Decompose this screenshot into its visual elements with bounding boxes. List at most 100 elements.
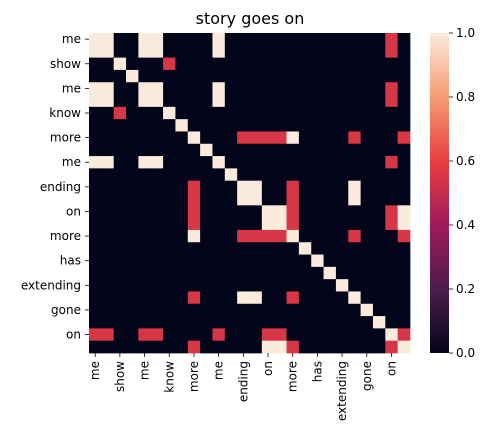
heatmap-cell [113, 33, 127, 46]
heatmap-cell [385, 340, 399, 354]
heatmap-cell [237, 143, 250, 157]
heatmap-cell [175, 316, 189, 329]
colorbar-tick-label: 0.4 [456, 218, 475, 232]
x-tick-label: has [310, 361, 324, 382]
heatmap-cell [298, 69, 312, 83]
heatmap-cell [311, 291, 324, 305]
heatmap-cell [224, 279, 238, 292]
heatmap-cell [150, 328, 164, 342]
heatmap-cell [89, 180, 102, 194]
heatmap-cell [311, 266, 324, 280]
heatmap-cell [385, 106, 399, 120]
heatmap-cell [274, 254, 287, 268]
heatmap-cell [261, 217, 275, 231]
heatmap-cell [138, 316, 152, 329]
heatmap-cell [311, 94, 324, 108]
heatmap-cell [200, 82, 213, 95]
heatmap-cell [385, 45, 399, 58]
heatmap-cell [360, 316, 374, 329]
heatmap-cell [385, 69, 399, 83]
heatmap-cell [385, 279, 399, 292]
heatmap-cell [311, 328, 324, 342]
heatmap-cell [323, 340, 337, 354]
heatmap-cell [113, 131, 127, 145]
heatmap-cell [212, 254, 226, 268]
heatmap-cell [187, 131, 201, 145]
heatmap-cell [224, 254, 238, 268]
heatmap-cell [187, 266, 201, 280]
heatmap-cell [237, 328, 250, 342]
heatmap-cell [126, 303, 139, 317]
heatmap-cell [323, 156, 337, 169]
heatmap-cell [212, 94, 226, 108]
heatmap-cell [286, 340, 300, 354]
heatmap-cell [323, 217, 337, 231]
heatmap-cell [298, 242, 312, 255]
heatmap-cell [335, 242, 349, 255]
x-tick-label: show [113, 361, 127, 392]
heatmap-cell [126, 57, 139, 71]
heatmap-cell [237, 254, 250, 268]
heatmap-cell [249, 33, 263, 46]
heatmap-cell [126, 279, 139, 292]
heatmap-cell [187, 229, 201, 243]
heatmap-cell [298, 33, 312, 46]
heatmap-cell [372, 33, 386, 46]
heatmap-cell [237, 303, 250, 317]
heatmap-cell [126, 106, 139, 120]
heatmap-cell [89, 82, 102, 95]
heatmap-cell [385, 291, 399, 305]
heatmap-cell [101, 57, 115, 71]
heatmap-cell [360, 340, 374, 354]
heatmap-cell [150, 254, 164, 268]
heatmap-cell [397, 291, 411, 305]
heatmap-cell [335, 45, 349, 58]
heatmap-cell [150, 82, 164, 95]
heatmap-cell [175, 328, 189, 342]
heatmap-cell [286, 168, 300, 182]
heatmap-cell [249, 180, 263, 194]
heatmap-cell [113, 340, 127, 354]
heatmap-cell [126, 291, 139, 305]
heatmap-cell [101, 156, 115, 169]
heatmap-cell [113, 328, 127, 342]
heatmap-cell [187, 217, 201, 231]
heatmap-cell [385, 180, 399, 194]
heatmap-cell [311, 205, 324, 218]
heatmap-cell [187, 303, 201, 317]
heatmap-cell [150, 291, 164, 305]
heatmap-cell [311, 193, 324, 206]
heatmap-cell [175, 69, 189, 83]
heatmap-cell [101, 303, 115, 317]
heatmap-cell [261, 229, 275, 243]
heatmap-cell [274, 229, 287, 243]
heatmap-cell [237, 57, 250, 71]
heatmap-cell [113, 119, 127, 132]
heatmap-cell [274, 168, 287, 182]
heatmap-cell [261, 193, 275, 206]
heatmap-cell [175, 193, 189, 206]
heatmap-cell [101, 242, 115, 255]
heatmap-cell [249, 131, 263, 145]
heatmap-cell [224, 242, 238, 255]
heatmap-cell [212, 266, 226, 280]
heatmap-cell [397, 340, 411, 354]
heatmap-cell [212, 106, 226, 120]
heatmap-cell [224, 217, 238, 231]
heatmap-cell [323, 266, 337, 280]
heatmap-cell [274, 106, 287, 120]
heatmap-cell [274, 94, 287, 108]
heatmap-cell [385, 131, 399, 145]
heatmap-cell [200, 217, 213, 231]
heatmap-cell [200, 340, 213, 354]
heatmap-cell [101, 291, 115, 305]
heatmap-cell [348, 303, 361, 317]
heatmap-cell [298, 82, 312, 95]
heatmap-cell [249, 57, 263, 71]
heatmap-cell [200, 229, 213, 243]
x-tick-label: more [187, 361, 201, 392]
heatmap-cell [372, 131, 386, 145]
heatmap-cell [348, 119, 361, 132]
heatmap-cell [249, 242, 263, 255]
heatmap-cell [187, 291, 201, 305]
